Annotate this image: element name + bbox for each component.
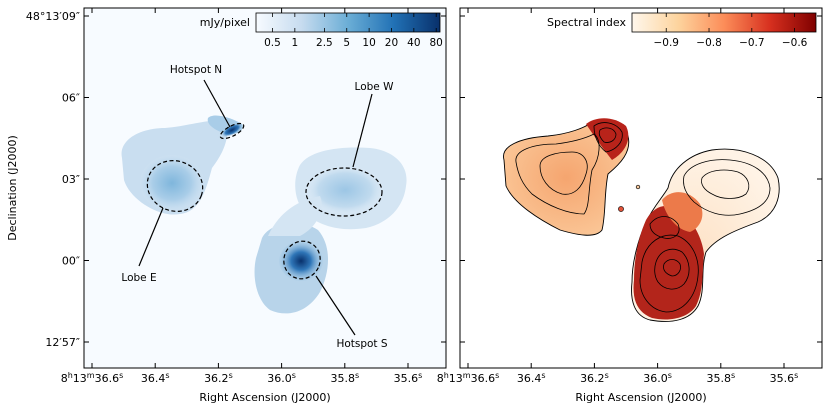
- annotation-hotspot-s: Hotspot S: [336, 338, 387, 350]
- si-east-lobe: [503, 120, 630, 236]
- colorbar-tick-label: 1: [291, 37, 298, 49]
- region-lobe-e: [146, 160, 204, 212]
- si-west-red-body: [633, 205, 704, 320]
- emission-west-core: [307, 166, 383, 214]
- si-east-contour-1: [515, 133, 600, 215]
- left-ylabel: Declination (J2000): [6, 135, 19, 241]
- colorbar-tick-label: 10: [362, 37, 375, 49]
- colorbar-tick-label: −0.6: [782, 37, 808, 49]
- colorbar-tick-label: 0.5: [264, 37, 281, 49]
- x-tick-label: 36.0s: [643, 371, 672, 385]
- right-colorbar: Spectral index −0.9 −0.8 −0.7 −0.6: [547, 12, 817, 49]
- colorbar-tick-label: −0.7: [739, 37, 765, 49]
- emission-bridge: [268, 196, 322, 236]
- left-colorbar-ticks: 0.5 1 2.5 5 10 20 40 80: [264, 13, 443, 49]
- leader-hotspot-n: [203, 79, 231, 128]
- si-south-contour-1: [639, 234, 699, 313]
- si-west-orange-band: [662, 192, 703, 232]
- x-tick-label: 36.2s: [580, 371, 609, 385]
- y-tick-label: 00″: [62, 255, 80, 268]
- colorbar-tick-label: 2.5: [316, 37, 333, 49]
- x-tick-label: 35.6s: [394, 371, 423, 385]
- emission-hotspot-s: [279, 241, 323, 281]
- right-colorbar-label: Spectral index: [547, 16, 626, 29]
- leader-lobe-e: [138, 207, 164, 267]
- annotation-hotspot-n: Hotspot N: [170, 64, 222, 76]
- colorbar-tick-label: 20: [385, 37, 398, 49]
- region-lobe-w: [305, 167, 383, 217]
- region-hotspot-n: [219, 122, 245, 140]
- right-colorbar-bar: [631, 12, 817, 33]
- si-east-redcap: [586, 118, 629, 160]
- leader-hotspot-s: [315, 275, 356, 336]
- emission-east-core: [140, 155, 204, 211]
- right-plot-frame: [459, 7, 823, 369]
- colorbar-tick-label: −0.9: [653, 37, 679, 49]
- left-colorbar: mJy/pixel 0.5 1 2.5 5 10 20 40 80: [200, 12, 443, 49]
- left-axes: 8h13m36.6s 36.4s 36.2s 36.0s 35.8s 35.6s 48°13…: [26, 8, 446, 385]
- right-colorbar-ticks: −0.9 −0.8 −0.7 −0.6: [653, 13, 808, 49]
- spectral-index-map: [503, 118, 780, 322]
- leader-lobe-w: [352, 93, 373, 168]
- left-plot-frame: [83, 7, 447, 369]
- si-south-contour-3: [663, 259, 681, 277]
- colorbar-tick-label: 80: [430, 37, 443, 49]
- x-tick-label: 36.2s: [204, 371, 233, 385]
- si-east-contour-4: [598, 127, 617, 143]
- left-panel: Hotspot N Lobe W Lobe E Hotspot S mJy/pi…: [6, 7, 447, 404]
- x-tick-label: 8h13m36.6s: [437, 371, 500, 385]
- si-west-contour-3: [649, 216, 680, 239]
- si-compact-source-1: [635, 184, 641, 190]
- left-colorbar-bar: [255, 12, 441, 33]
- colorbar-tick-label: 5: [343, 37, 350, 49]
- flux-image: [121, 115, 407, 314]
- x-tick-label: 8h13m36.6s: [61, 371, 124, 385]
- x-tick-label: 36.4s: [141, 371, 170, 385]
- right-axes: 8h13m36.6s 36.4s 36.2s 36.0s 35.8s 35.6s: [437, 8, 822, 385]
- y-tick-label: 12′57″: [45, 336, 80, 349]
- emission-hotspot-n: [221, 122, 243, 138]
- si-west-contour-1: [683, 159, 771, 216]
- left-xlabel: Right Ascension (J2000): [199, 391, 330, 404]
- annotation-lobe-e: Lobe E: [121, 272, 156, 284]
- y-tick-label: 48°13′09″: [26, 10, 80, 23]
- colorbar-tick-label: −0.8: [696, 37, 722, 49]
- si-east-contour-3: [593, 122, 623, 153]
- x-tick-label: 36.4s: [517, 371, 546, 385]
- si-south-contour-2: [654, 248, 690, 290]
- y-tick-label: 03″: [62, 173, 80, 186]
- x-tick-label: 35.8s: [706, 371, 735, 385]
- x-tick-label: 36.0s: [267, 371, 296, 385]
- region-hotspot-s: [283, 240, 321, 280]
- right-xlabel: Right Ascension (J2000): [575, 391, 706, 404]
- left-colorbar-label: mJy/pixel: [200, 16, 250, 29]
- right-panel: Spectral index −0.9 −0.8 −0.7 −0.6 8h13m36.…: [437, 7, 823, 404]
- si-compact-source-2: [618, 206, 624, 212]
- x-tick-label: 35.6s: [770, 371, 799, 385]
- si-west-contour-2: [701, 169, 750, 199]
- y-tick-label: 06″: [62, 92, 80, 105]
- annotation-lobe-w: Lobe W: [355, 81, 395, 93]
- x-tick-label: 35.8s: [330, 371, 359, 385]
- si-east-contour-2: [539, 151, 588, 195]
- colorbar-tick-label: 40: [407, 37, 420, 49]
